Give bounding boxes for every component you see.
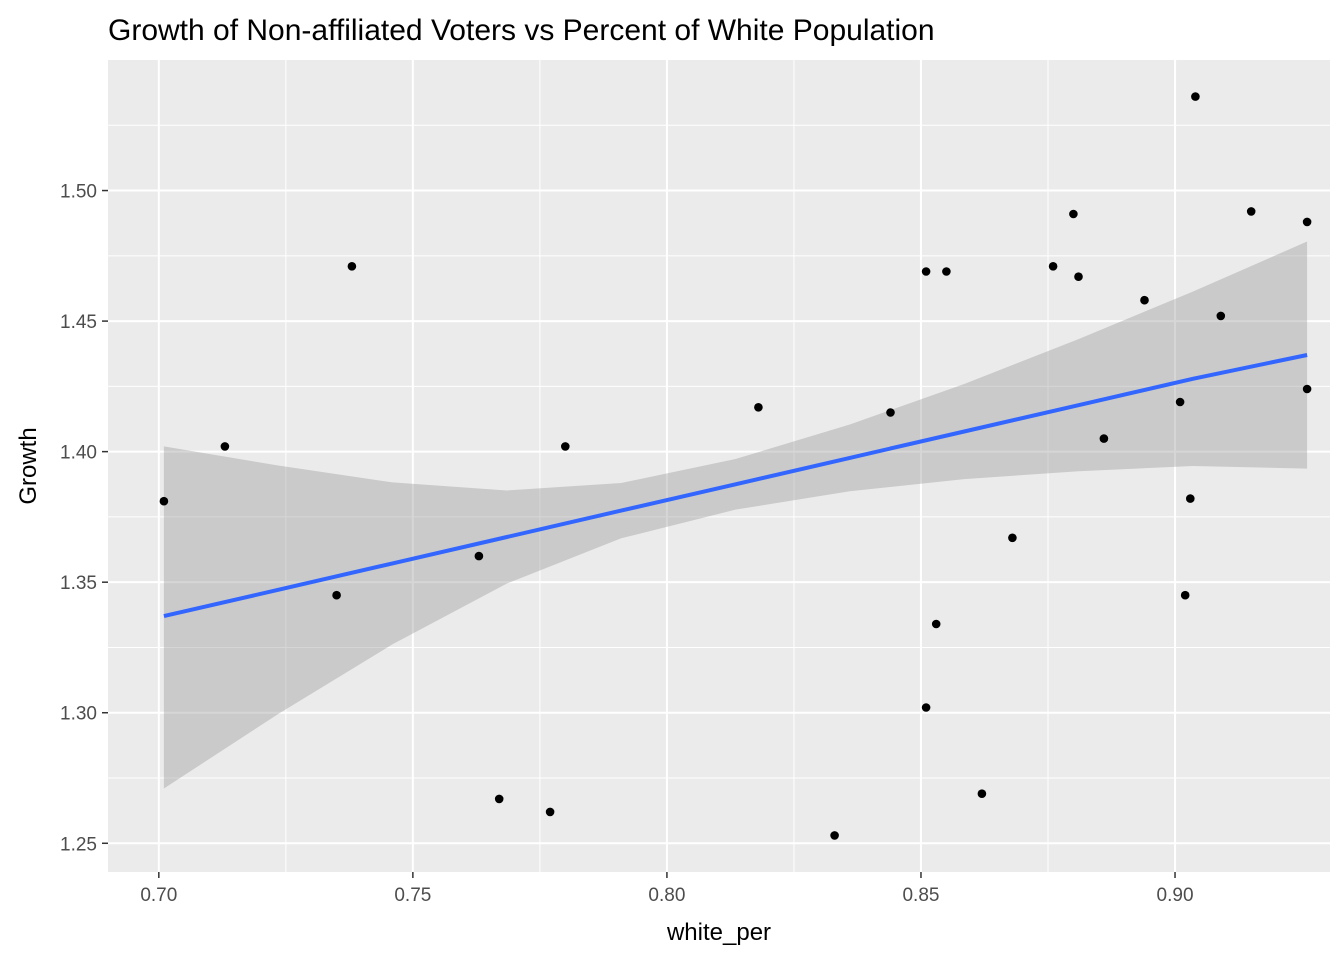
x-tick-label: 0.80 bbox=[648, 885, 685, 906]
x-tick-label: 0.85 bbox=[902, 885, 939, 906]
data-point bbox=[494, 794, 504, 804]
data-point bbox=[1099, 434, 1109, 443]
trend-line bbox=[163, 353, 1308, 619]
data-point bbox=[347, 262, 357, 271]
confidence-band bbox=[163, 241, 1308, 789]
data-point bbox=[1069, 209, 1078, 219]
data-point bbox=[561, 442, 570, 451]
data-point bbox=[159, 496, 169, 506]
data-point bbox=[1216, 311, 1226, 321]
data-point bbox=[830, 831, 839, 840]
data-point bbox=[886, 408, 895, 417]
y-tick-label: 1.40 bbox=[60, 443, 97, 464]
data-point bbox=[921, 703, 931, 712]
data-point bbox=[1246, 207, 1256, 216]
x-tick-label: 0.70 bbox=[140, 885, 177, 906]
data-point bbox=[1175, 397, 1185, 407]
data-point bbox=[977, 789, 987, 798]
trend-line-layer bbox=[163, 353, 1308, 619]
data-point bbox=[474, 551, 484, 561]
data-point bbox=[1048, 262, 1058, 271]
data-points bbox=[159, 92, 1312, 840]
data-point bbox=[931, 619, 941, 629]
chart-title: Growth of Non-affiliated Voters vs Perce… bbox=[108, 14, 935, 47]
x-axis: 0.70 0.75 0.80 0.85 0.90 bbox=[140, 872, 1194, 906]
data-point bbox=[332, 590, 341, 600]
x-axis-title: white_per bbox=[666, 919, 771, 946]
data-point bbox=[545, 807, 555, 817]
data-point bbox=[942, 267, 951, 276]
data-point bbox=[220, 442, 230, 451]
data-point bbox=[1008, 533, 1017, 543]
data-point bbox=[1180, 590, 1190, 600]
x-tick-label: 0.75 bbox=[394, 885, 431, 906]
x-tick-label: 0.90 bbox=[1157, 885, 1194, 906]
y-tick-label: 1.25 bbox=[60, 834, 97, 855]
plot-panel bbox=[108, 60, 1330, 872]
data-point bbox=[754, 403, 763, 412]
y-axis-title: Growth bbox=[15, 427, 42, 504]
data-point bbox=[1191, 92, 1200, 101]
confidence-band-layer bbox=[163, 241, 1308, 789]
data-point bbox=[1186, 494, 1195, 503]
y-tick-label: 1.35 bbox=[60, 573, 97, 594]
data-point bbox=[1140, 295, 1149, 305]
y-tick-label: 1.45 bbox=[60, 312, 97, 333]
data-point bbox=[921, 267, 931, 276]
data-point bbox=[1302, 384, 1312, 394]
minor-gridlines bbox=[108, 60, 1330, 872]
y-tick-label: 1.30 bbox=[60, 704, 97, 725]
y-tick-label: 1.50 bbox=[60, 182, 97, 203]
data-point bbox=[1074, 272, 1083, 282]
data-point bbox=[1302, 217, 1312, 227]
y-axis: 1.25 1.30 1.35 1.40 1.45 1.50 bbox=[60, 182, 108, 855]
